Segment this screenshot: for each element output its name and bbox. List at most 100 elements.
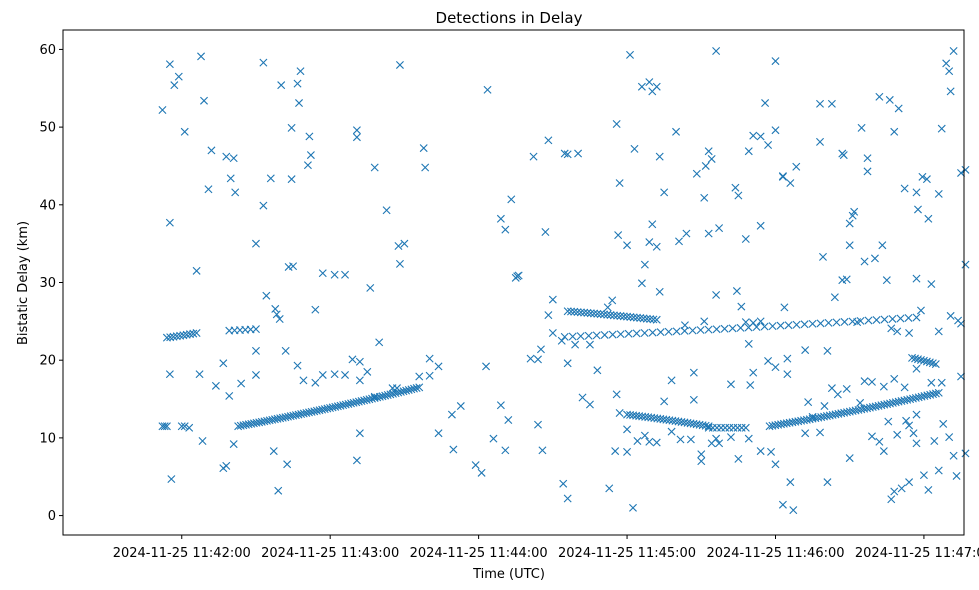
data-point	[272, 310, 281, 319]
data-point	[768, 322, 777, 331]
data-point	[383, 390, 392, 399]
data-point	[957, 168, 966, 177]
data-point	[585, 400, 594, 409]
data-point	[352, 133, 361, 142]
data-point	[222, 461, 231, 470]
data-point	[412, 384, 421, 393]
data-point	[225, 391, 234, 400]
x-tick-label: 2024-11-25 11:44:00	[410, 546, 548, 561]
data-point	[931, 389, 940, 398]
data-point	[222, 152, 231, 161]
data-point	[726, 380, 735, 389]
data-point	[863, 154, 872, 163]
data-point	[477, 468, 486, 477]
data-point	[645, 437, 654, 446]
data-point	[786, 478, 795, 487]
data-point	[842, 384, 851, 393]
data-point	[890, 487, 899, 496]
data-point	[293, 361, 302, 370]
data-point	[614, 231, 623, 240]
data-point	[287, 175, 296, 184]
data-point	[808, 412, 817, 421]
y-tick-label: 60	[39, 43, 56, 58]
data-point	[741, 318, 750, 327]
data-point	[375, 338, 384, 347]
data-point	[570, 307, 579, 316]
data-point	[237, 379, 246, 388]
data-point	[355, 357, 364, 366]
y-tick-label: 30	[39, 276, 56, 291]
data-point	[434, 429, 443, 438]
data-point	[816, 428, 825, 437]
data-point	[283, 460, 292, 469]
data-point	[867, 432, 876, 441]
data-point	[400, 239, 409, 248]
data-point	[370, 163, 379, 172]
data-point	[761, 99, 770, 108]
data-point	[578, 393, 587, 402]
data-point	[840, 317, 849, 326]
data-point	[585, 340, 594, 349]
data-point	[608, 330, 617, 339]
data-point	[756, 132, 765, 141]
data-point	[590, 309, 599, 318]
data-point	[934, 388, 943, 397]
data-point	[606, 311, 615, 320]
data-point	[760, 322, 769, 331]
data-point	[756, 447, 765, 456]
data-point	[623, 425, 632, 434]
data-point	[783, 370, 792, 379]
data-point	[961, 165, 970, 174]
data-point	[185, 423, 194, 432]
data-point	[749, 318, 758, 327]
data-point	[728, 324, 737, 333]
data-point	[630, 144, 639, 153]
data-point	[576, 308, 585, 317]
data-point	[211, 381, 220, 390]
data-point	[939, 419, 948, 428]
data-point	[204, 185, 213, 194]
data-point	[792, 320, 801, 329]
data-point	[616, 330, 625, 339]
data-point	[645, 78, 654, 87]
data-point	[629, 313, 638, 322]
data-point	[784, 321, 793, 330]
data-point	[771, 126, 780, 135]
data-point	[741, 235, 750, 243]
data-point	[251, 346, 260, 355]
data-point	[612, 390, 621, 399]
data-point	[922, 175, 931, 184]
data-point	[945, 433, 954, 442]
data-point	[912, 188, 921, 197]
data-point	[504, 416, 513, 425]
data-point	[381, 391, 390, 400]
data-point	[672, 127, 681, 136]
data-point	[303, 161, 312, 170]
data-point	[615, 409, 624, 418]
data-point	[913, 205, 922, 214]
data-point	[701, 161, 710, 170]
data-point	[912, 439, 921, 448]
data-point	[676, 435, 685, 444]
data-point	[800, 320, 809, 329]
data-point	[712, 325, 721, 334]
data-point	[801, 346, 810, 355]
data-point	[734, 454, 743, 463]
data-point	[251, 325, 260, 334]
data-point	[893, 327, 902, 336]
data-point	[395, 259, 404, 268]
data-point	[169, 332, 178, 341]
data-point	[707, 154, 716, 163]
data-point	[593, 309, 602, 318]
data-point	[623, 312, 632, 321]
data-point	[816, 99, 825, 108]
data-point	[867, 377, 876, 386]
data-point	[888, 314, 897, 323]
data-point	[259, 58, 268, 67]
data-point	[640, 431, 649, 440]
data-point	[744, 147, 753, 156]
data-point	[749, 368, 758, 377]
data-point	[219, 359, 228, 368]
data-point	[165, 60, 174, 69]
